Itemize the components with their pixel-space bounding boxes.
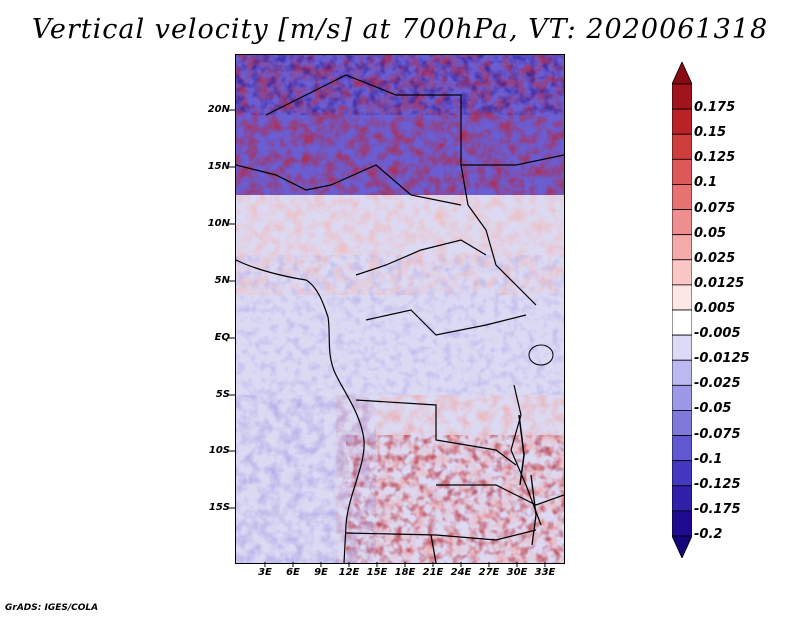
- lon-label-33e: 33E: [534, 567, 556, 578]
- colorbar-label: -0.025: [694, 376, 741, 392]
- country-borders: [236, 74, 564, 563]
- colorbar-swatch: [672, 108, 692, 135]
- lat-label-15s: 15S: [208, 502, 230, 513]
- lon-tick-marks: [264, 562, 546, 567]
- lon-label-3e: 3E: [258, 567, 272, 578]
- colorbar-swatch: [672, 133, 692, 160]
- map-panel: [235, 54, 565, 564]
- lat-label-5n: 5N: [214, 275, 230, 286]
- colorbar-swatch: [672, 83, 692, 110]
- lake-victoria: [528, 344, 554, 366]
- colorbar-label: 0.05: [694, 225, 727, 241]
- lon-label-12e: 12E: [338, 567, 360, 578]
- lon-label-21e: 21E: [422, 567, 444, 578]
- colorbar-swatch: [672, 259, 692, 286]
- colorbar-label: -0.075: [694, 426, 741, 442]
- lake-tanganyika: [518, 414, 525, 486]
- colorbar-label: -0.0125: [694, 351, 750, 367]
- colorbar-swatch: [672, 284, 692, 311]
- lon-label-9e: 9E: [314, 567, 328, 578]
- colorbar-swatch: [672, 485, 692, 512]
- map-title: Vertical velocity [m/s] at 700hPa, VT: 2…: [31, 14, 769, 45]
- colorbar-swatch: [672, 510, 692, 537]
- lat-label-10s: 10S: [208, 445, 230, 456]
- colorbar-swatch: [672, 184, 692, 210]
- colorbar-label: 0.175: [694, 100, 736, 116]
- colorbar-label: 0.075: [694, 200, 736, 216]
- colorbar-swatch: [672, 309, 692, 336]
- colorbar-label: 0.0125: [694, 275, 745, 291]
- colorbar-bottom-arrow: [672, 535, 692, 558]
- colorbar-swatch: [672, 410, 692, 436]
- colorbar-swatch: [672, 435, 692, 462]
- colorbar-swatch: [672, 460, 692, 487]
- colorbar-label: 0.005: [694, 301, 736, 316]
- lon-label-27e: 27E: [478, 567, 500, 578]
- lon-label-18e: 18E: [394, 567, 416, 578]
- lat-label-20n: 20N: [207, 104, 230, 115]
- colorbar-label: -0.175: [694, 501, 741, 517]
- lon-label-30e: 30E: [506, 567, 528, 578]
- lat-label-5s: 5S: [215, 389, 230, 400]
- colorbar-swatch: [672, 359, 692, 386]
- lat-tick-marks: [229, 109, 235, 509]
- colorbar-swatch: [672, 384, 692, 411]
- lake-malawi: [530, 474, 537, 546]
- lat-label-10n: 10N: [207, 218, 230, 229]
- colorbar-swatch: [672, 158, 692, 185]
- colorbar-label: 0.15: [694, 125, 727, 141]
- lon-label-6e: 6E: [286, 567, 300, 578]
- velocity-field-map: [236, 55, 564, 563]
- colorbar: [672, 62, 692, 558]
- lon-label-15e: 15E: [366, 567, 388, 578]
- colorbar-label: -0.1: [694, 451, 723, 467]
- colorbar-swatch: [672, 334, 692, 361]
- software-credit: GrADS: IGES/COLA: [5, 603, 99, 613]
- colorbar-label: 0.125: [694, 150, 736, 166]
- colorbar-swatch: [672, 234, 692, 261]
- colorbar-label: 0.1: [694, 175, 718, 191]
- colorbar-label: 0.025: [694, 250, 736, 266]
- colorbar-swatch: [672, 209, 692, 236]
- colorbar-label: -0.05: [694, 401, 732, 417]
- colorbar-label: -0.125: [694, 476, 741, 492]
- colorbar-label: -0.005: [694, 326, 741, 342]
- colorbar-top-arrow: [672, 62, 692, 85]
- lat-label-eq: EQ: [214, 332, 230, 343]
- colorbar-label: -0.2: [694, 527, 723, 542]
- lat-label-15n: 15N: [207, 161, 230, 172]
- lon-label-24e: 24E: [450, 567, 472, 578]
